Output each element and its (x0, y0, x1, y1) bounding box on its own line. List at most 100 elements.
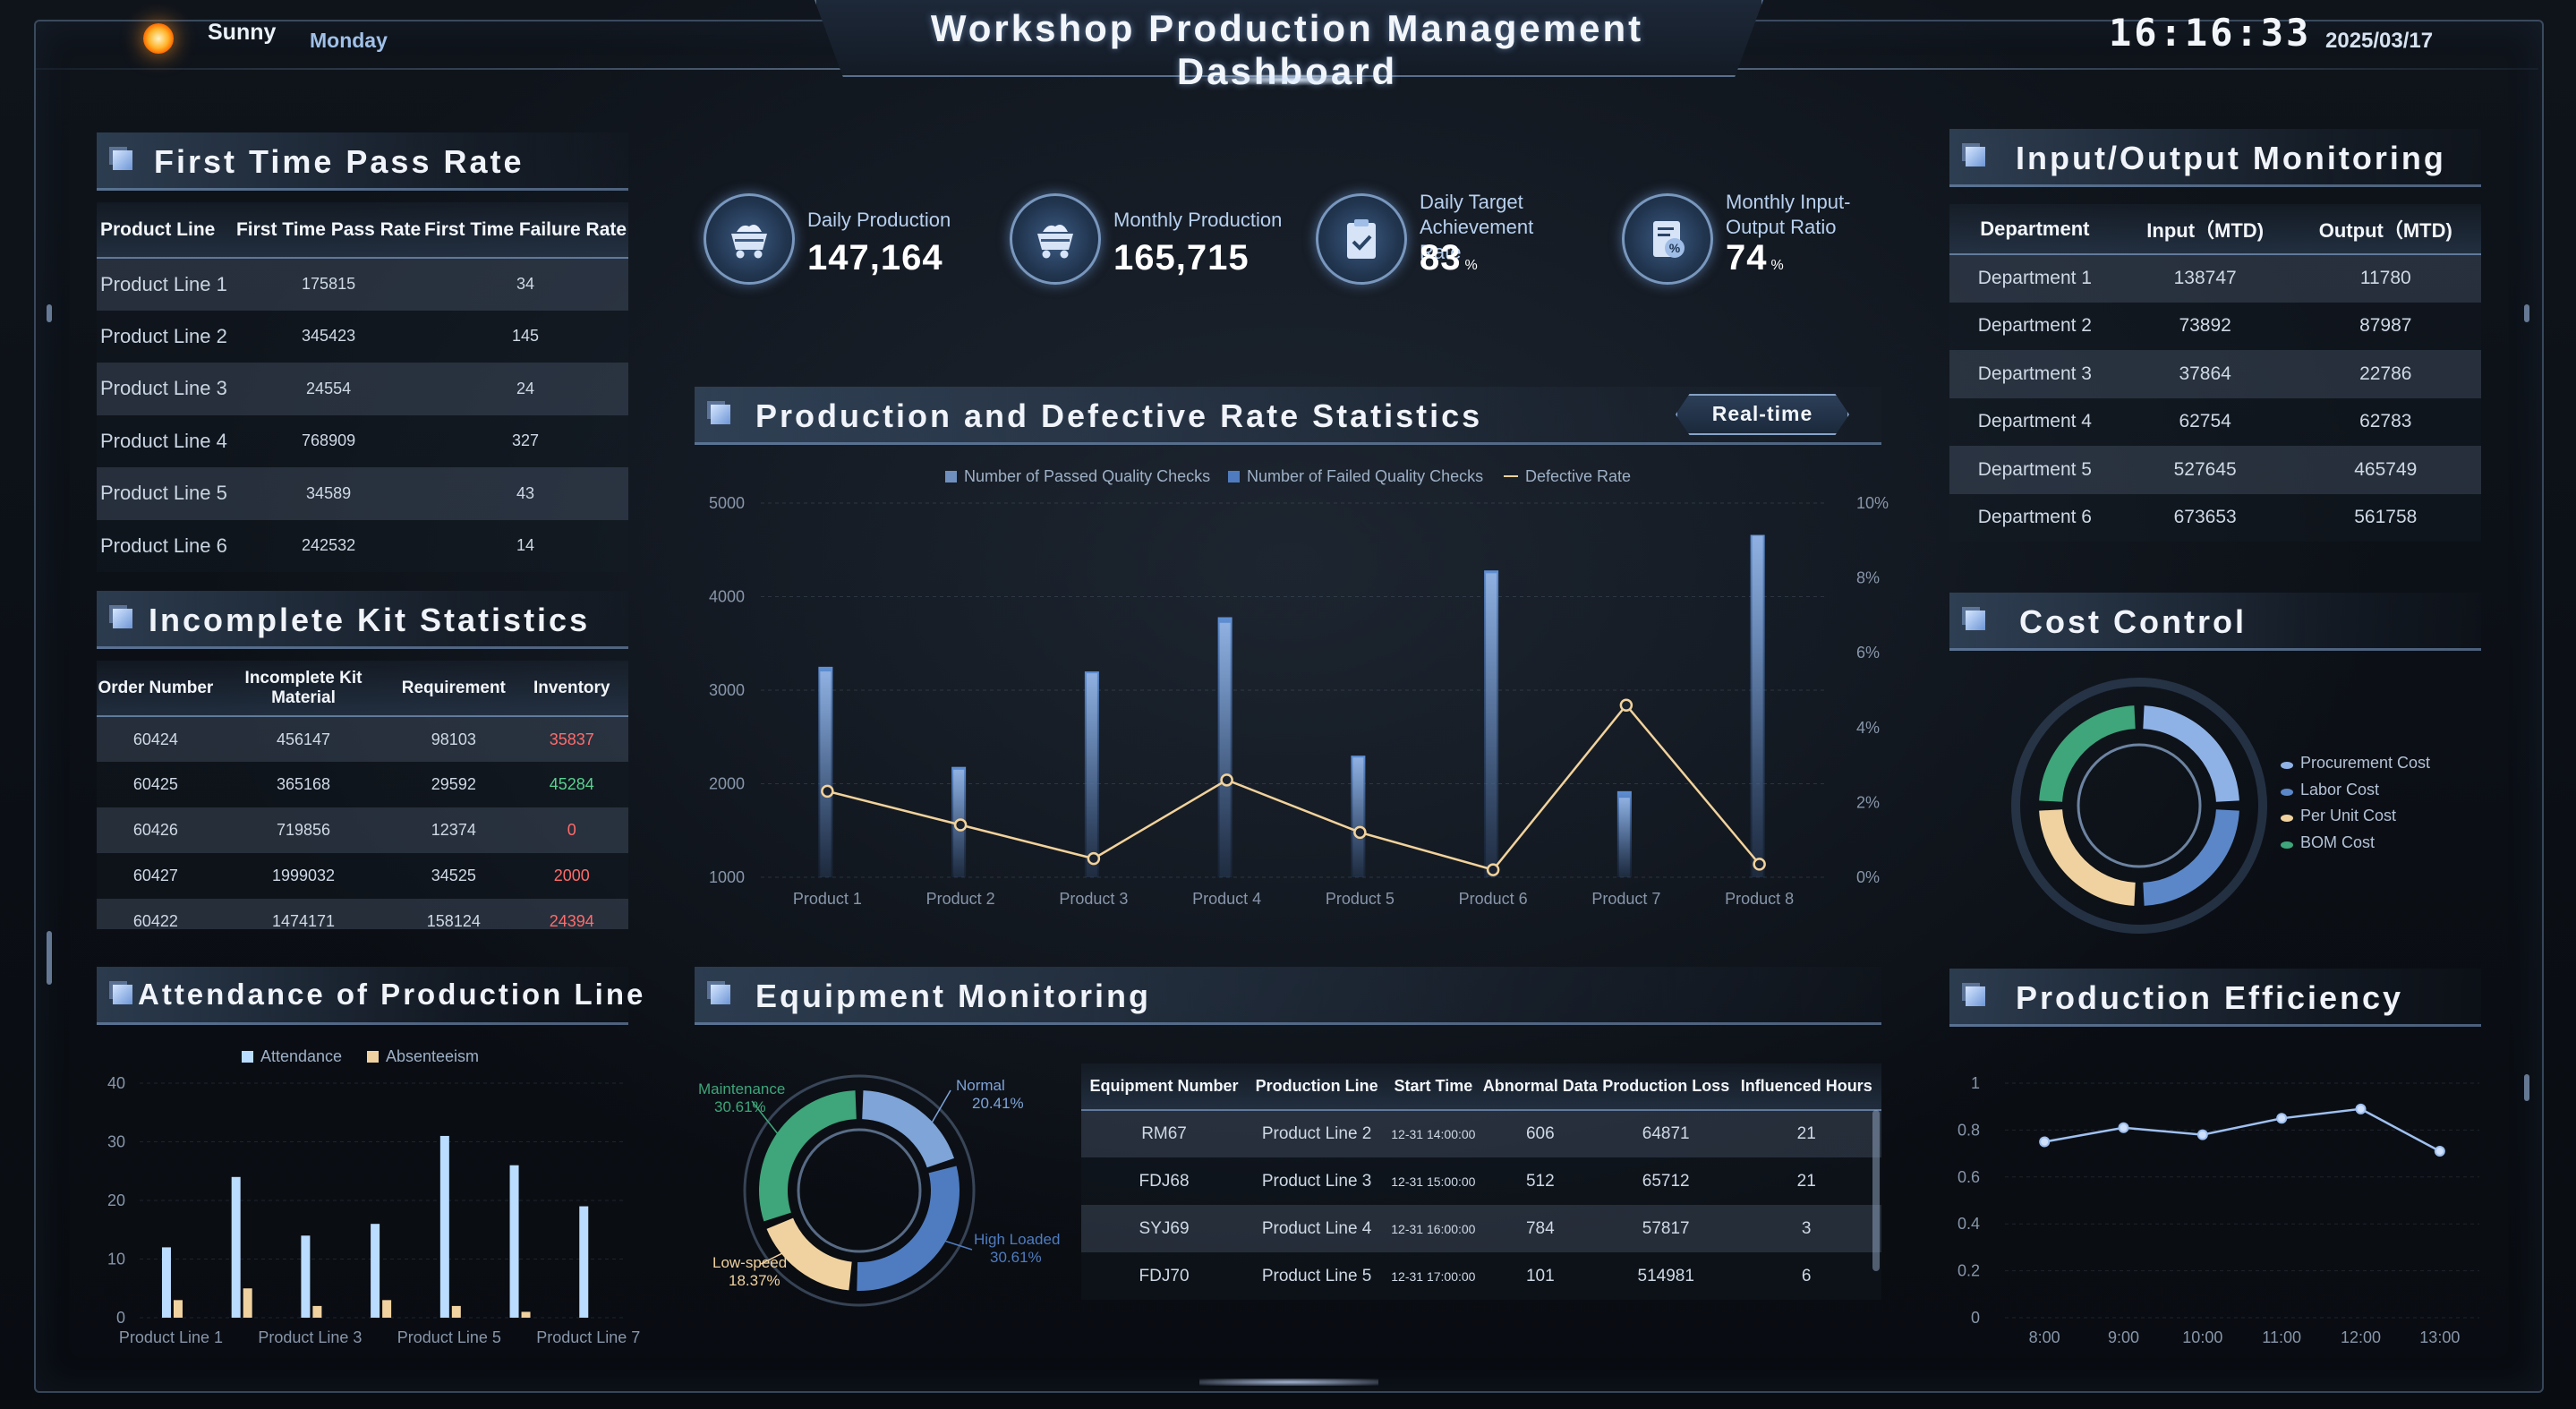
slice-percent: 30.61% (714, 1098, 766, 1115)
defective-rate-point[interactable] (1353, 825, 1367, 840)
efficiency-point[interactable] (2118, 1122, 2129, 1133)
table-row[interactable]: Department 3 37864 22786 (1949, 350, 2481, 398)
scrollbar[interactable] (1872, 1110, 1880, 1271)
bar-attendance[interactable] (371, 1224, 380, 1318)
x-tick-label: Product Line 3 (258, 1328, 362, 1346)
realtime-button[interactable]: Real-time (1676, 394, 1849, 435)
table-cell: 43 (422, 467, 628, 520)
bar-passed[interactable] (1352, 757, 1364, 877)
y-tick-label: 0.4 (1958, 1215, 1980, 1233)
table-row[interactable]: Department 5 527645 465749 (1949, 446, 2481, 494)
legend-swatch (1228, 471, 1240, 482)
x-tick-label: Product Line 7 (536, 1328, 640, 1346)
table-cell: 87987 (2290, 302, 2481, 350)
bar-absenteeism[interactable] (173, 1300, 183, 1318)
bar-passed[interactable] (1486, 573, 1497, 877)
donut-slice[interactable] (857, 1166, 960, 1291)
table-cell: 22786 (2290, 350, 2481, 398)
bar-absenteeism[interactable] (312, 1305, 322, 1318)
table-cell: 34589 (235, 467, 423, 520)
table-cell: 6 (1731, 1252, 1881, 1300)
equipment-table-wrap[interactable]: Equipment Number Production Line Start T… (1081, 1063, 1881, 1305)
panel-square-icon (1966, 147, 1985, 167)
leader-line (921, 1233, 973, 1251)
table-row[interactable]: Product Line 6 242532 14 (97, 519, 628, 572)
first-pass-title: First Time Pass Rate (154, 143, 525, 180)
donut-slice[interactable] (2039, 809, 2136, 906)
efficiency-point[interactable] (2276, 1113, 2288, 1124)
table-cell: Department 2 (1949, 302, 2120, 350)
donut-slice[interactable] (766, 1217, 852, 1291)
table-row[interactable]: Department 1 138747 11780 (1949, 254, 2481, 303)
donut-slice[interactable] (2039, 705, 2136, 802)
defective-rate-point[interactable] (1087, 851, 1101, 866)
slice-name: Maintenance (698, 1080, 785, 1097)
table-row[interactable]: FDJ70 Product Line 5 12-31 17:00:00 101 5149… (1081, 1252, 1881, 1300)
bar-attendance[interactable] (231, 1176, 241, 1318)
bar-absenteeism[interactable] (382, 1300, 392, 1318)
incomplete-kit-header: Incomplete Kit Statistics (97, 591, 628, 649)
donut-slice[interactable] (2143, 705, 2239, 802)
legend-absenteeism: Absenteeism (367, 1047, 479, 1066)
table-row[interactable]: Product Line 5 34589 43 (97, 467, 628, 520)
table-cell: Product Line 3 (1247, 1157, 1387, 1205)
defective-rate-point[interactable] (1753, 858, 1766, 871)
bar-passed[interactable] (820, 671, 832, 877)
table-cell: 512 (1480, 1157, 1601, 1205)
table-row[interactable]: Product Line 2 345423 145 (97, 310, 628, 363)
bar-attendance[interactable] (579, 1206, 589, 1318)
side-accent (47, 304, 52, 322)
kpi-label: Monthly Production (1113, 209, 1283, 231)
defective-rate-point[interactable] (821, 784, 834, 798)
equipment-header: Equipment Monitoring (695, 967, 1881, 1025)
donut-slice[interactable] (2143, 809, 2239, 906)
bar-absenteeism[interactable] (451, 1305, 461, 1318)
legend-label: Absenteeism (386, 1047, 480, 1065)
y-tick-label: 40 (107, 1074, 125, 1092)
donut-slice[interactable] (862, 1090, 955, 1168)
table-row[interactable]: SYJ69 Product Line 4 12-31 16:00:00 784 5781… (1081, 1205, 1881, 1252)
table-cell: 0 (515, 807, 628, 853)
efficiency-point[interactable] (2434, 1145, 2445, 1157)
table-cell: 527645 (2120, 446, 2290, 494)
defective-rate-point[interactable] (1486, 863, 1500, 876)
table-row[interactable]: FDJ68 Product Line 3 12-31 15:00:00 512 6571… (1081, 1157, 1881, 1205)
bar-attendance[interactable] (301, 1235, 311, 1318)
bar-passed[interactable] (1618, 798, 1630, 877)
bar-attendance[interactable] (439, 1135, 449, 1318)
table-row[interactable]: 60427 1999032 34525 2000 (97, 853, 628, 899)
x-tick-label: Product 3 (1059, 890, 1128, 908)
defective-rate-point[interactable] (1619, 698, 1633, 712)
table-row[interactable]: 60424 456147 98103 35837 (97, 716, 628, 762)
bar-attendance[interactable] (509, 1165, 519, 1318)
table-cell: 14 (422, 519, 628, 572)
table-row[interactable]: RM67 Product Line 2 12-31 14:00:00 606 64871… (1081, 1110, 1881, 1157)
table-row[interactable]: 60425 365168 29592 45284 (97, 762, 628, 807)
efficiency-point[interactable] (2355, 1103, 2367, 1114)
table-row[interactable]: 60422 1474171 158124 24394 (97, 899, 628, 929)
table-row[interactable]: Product Line 3 24554 24 (97, 363, 628, 415)
table-row[interactable]: Product Line 4 768909 327 (97, 414, 628, 467)
table-row[interactable]: Department 6 673653 561758 (1949, 493, 2481, 542)
table-cell: 3 (1731, 1205, 1881, 1252)
table-cell: 1999032 (214, 853, 393, 899)
defective-rate-point[interactable] (953, 818, 968, 832)
bar-attendance[interactable] (161, 1247, 171, 1318)
efficiency-point[interactable] (2196, 1129, 2208, 1140)
table-row[interactable]: 60426 719856 12374 0 (97, 807, 628, 853)
incomplete-kit-table-wrap[interactable]: Order Number Incomplete Kit Material Req… (97, 661, 628, 929)
bar-absenteeism[interactable] (521, 1311, 531, 1318)
bar-passed[interactable] (1752, 535, 1763, 877)
defective-rate-point[interactable] (1220, 773, 1233, 787)
bar-passed[interactable] (1219, 622, 1231, 877)
bar-absenteeism[interactable] (243, 1288, 252, 1318)
incomplete-kit-table: Order Number Incomplete Kit Material Req… (97, 661, 628, 929)
table-row[interactable]: Department 2 73892 87987 (1949, 302, 2481, 350)
table-row[interactable]: Product Line 1 175815 34 (97, 258, 628, 311)
table-row[interactable]: Department 4 62754 62783 (1949, 397, 2481, 446)
table-cell: 456147 (214, 716, 393, 762)
table-cell: 12-31 15:00:00 (1386, 1157, 1480, 1205)
bar-passed[interactable] (1086, 673, 1097, 877)
efficiency-point[interactable] (2039, 1136, 2051, 1148)
donut-slice[interactable] (759, 1090, 857, 1222)
